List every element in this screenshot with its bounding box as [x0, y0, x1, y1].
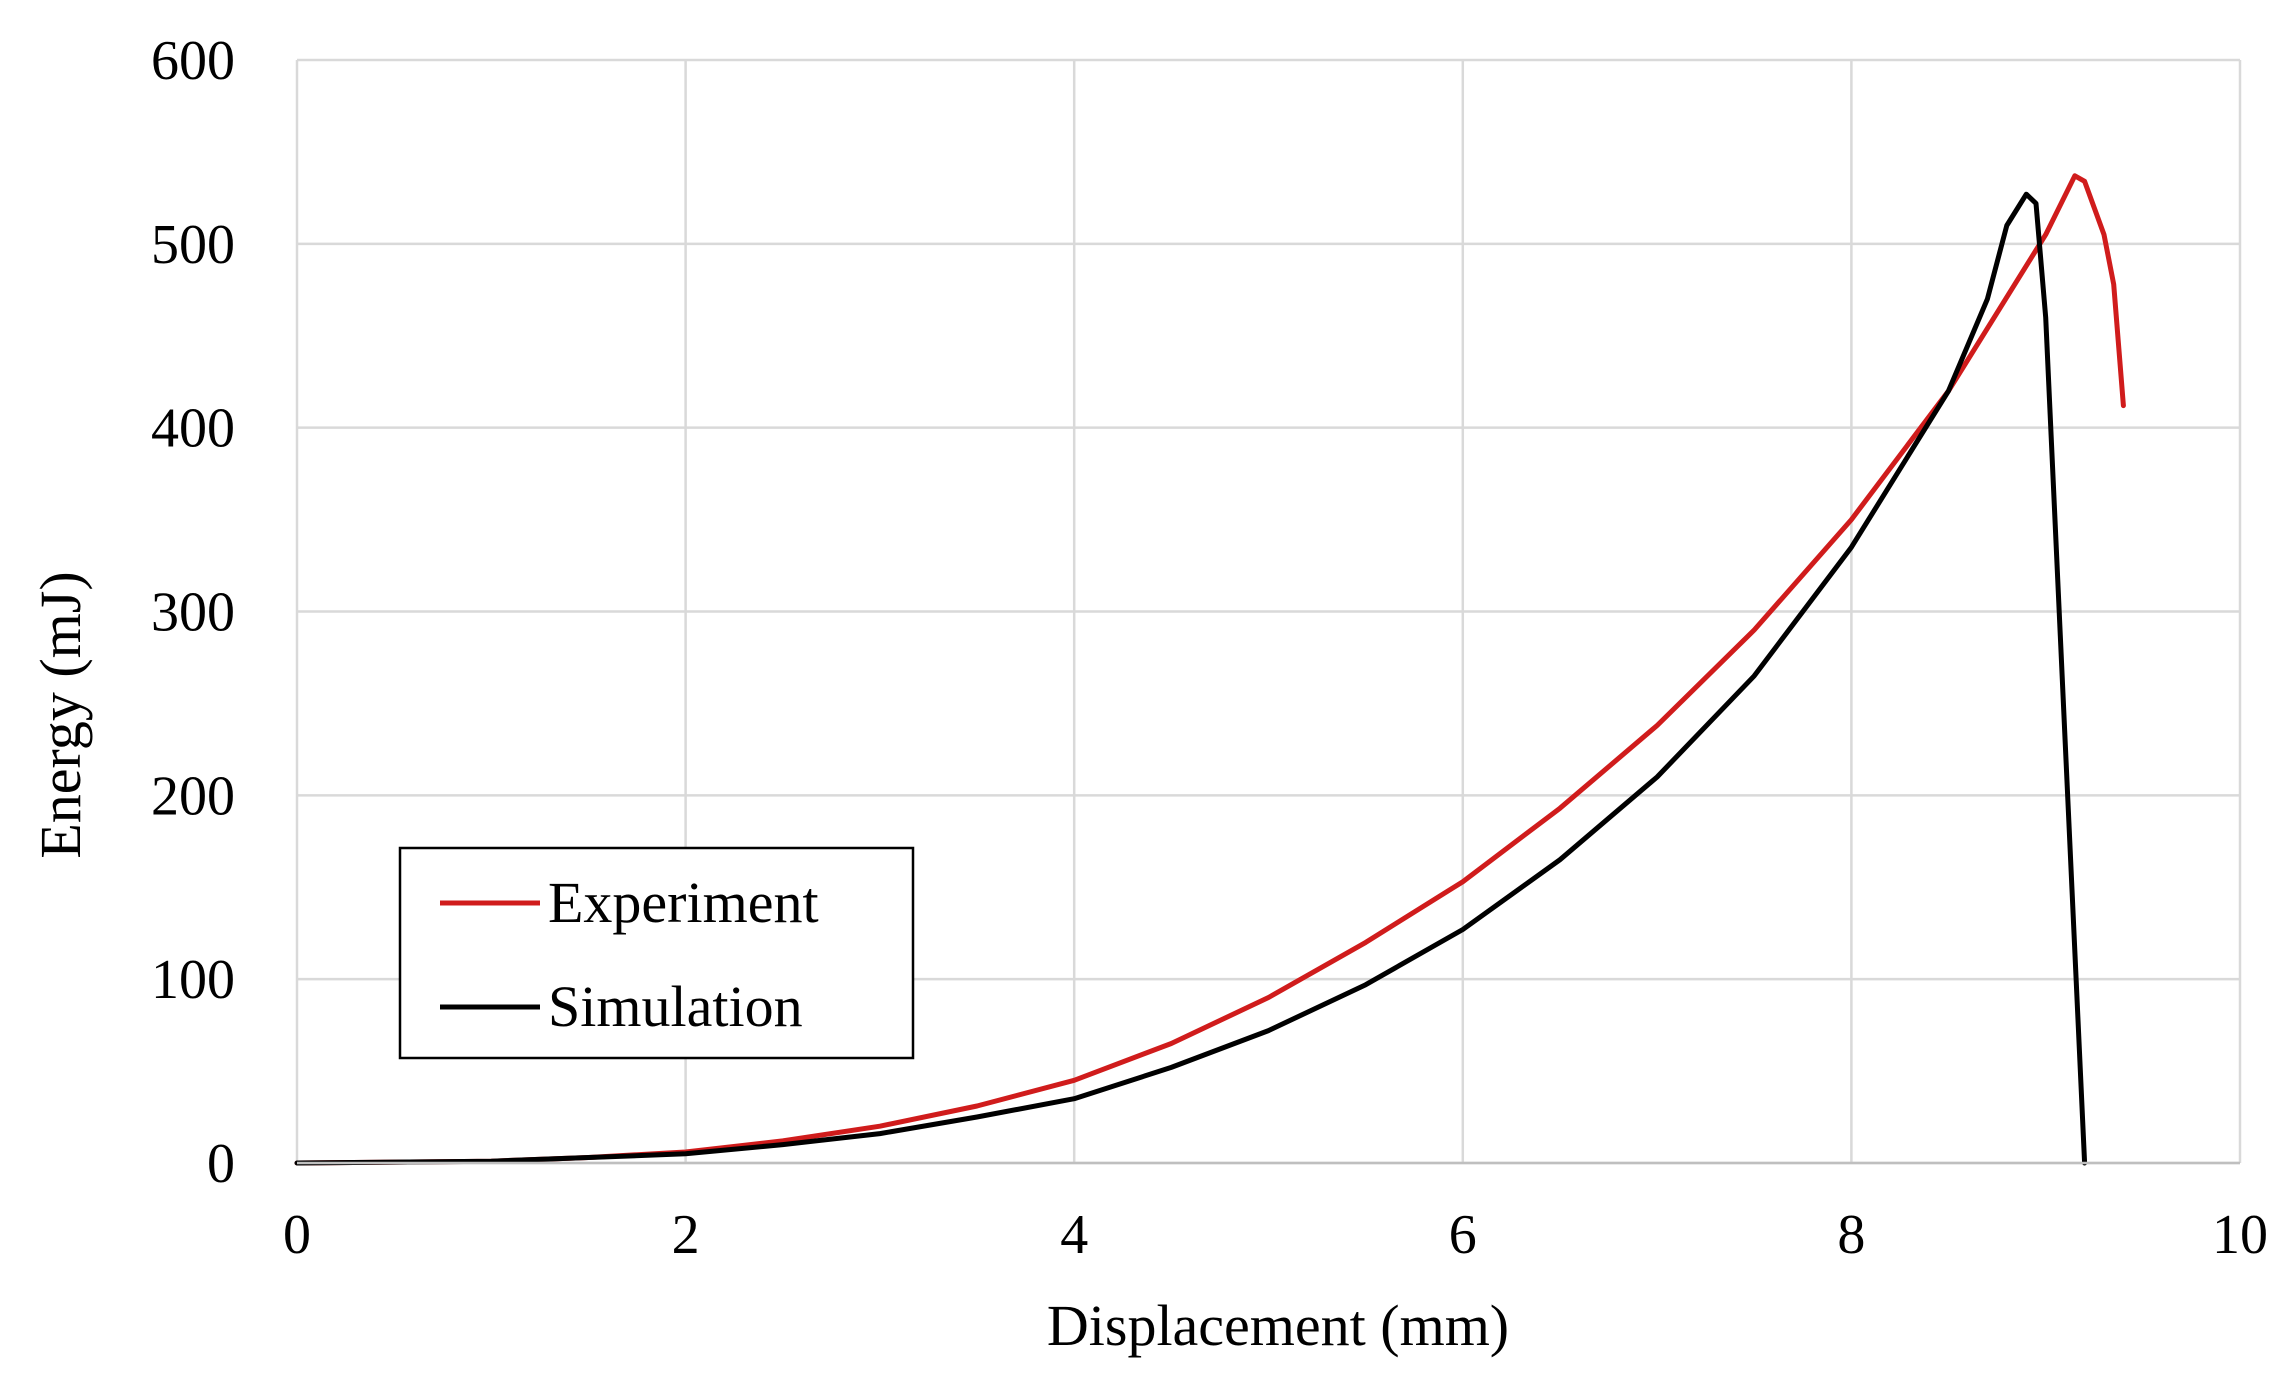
- x-tick-label-2: 2: [672, 1204, 700, 1266]
- y-tick-label-500: 500: [151, 214, 235, 276]
- y-tick-label-600: 600: [151, 30, 235, 92]
- y-axis-title: Energy (mJ): [28, 571, 93, 858]
- y-tick-label-200: 200: [151, 765, 235, 827]
- series-line-experiment: [294, 173, 2126, 1166]
- legend: Experiment Simulation: [398, 846, 915, 1060]
- y-tick-label-400: 400: [151, 398, 235, 460]
- series-lines: [294, 173, 2126, 1166]
- y-tick-label-300: 300: [151, 582, 235, 644]
- y-tick-label-100: 100: [151, 949, 235, 1011]
- y-tick-label-0: 0: [207, 1133, 235, 1195]
- x-tick-label-8: 8: [1837, 1204, 1865, 1266]
- series-line-simulation: [294, 191, 2088, 1166]
- x-tick-label-4: 4: [1060, 1204, 1088, 1266]
- x-tick-label-6: 6: [1449, 1204, 1477, 1266]
- x-axis-title: Displacement (mm): [1047, 1293, 1509, 1358]
- legend-label-simulation: Simulation: [548, 974, 803, 1039]
- x-tick-label-10: 10: [2212, 1204, 2268, 1266]
- grid: [295, 58, 2242, 1165]
- x-tick-label-0: 0: [283, 1204, 311, 1266]
- legend-box: [398, 846, 915, 1060]
- legend-label-experiment: Experiment: [548, 870, 819, 935]
